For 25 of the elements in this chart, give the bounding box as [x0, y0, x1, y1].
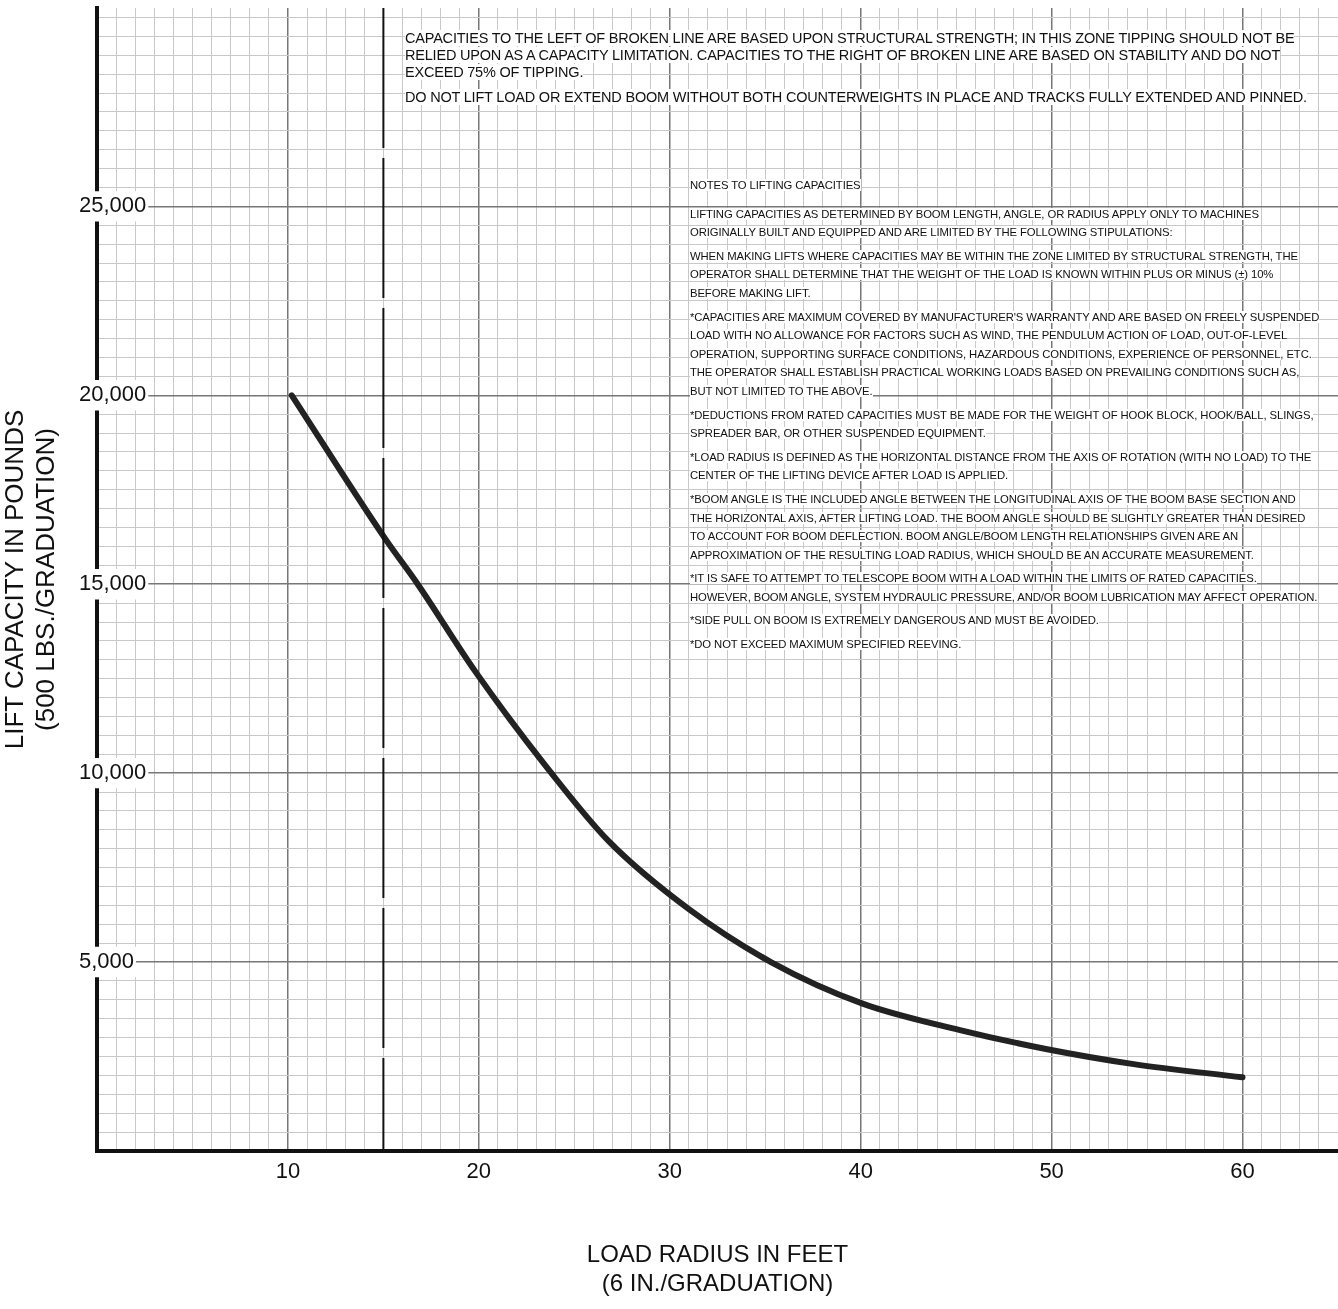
x-tick-label: 30 [657, 1158, 683, 1184]
annotation: *SIDE PULL ON BOOM IS EXTREMELY DANGEROUS AND MUST BE AVOIDED. [690, 614, 1099, 627]
annotation: *LOAD RADIUS IS DEFINED AS THE HORIZONTAL DISTANCE FROM THE AXIS OF ROTATION (WITH NO LOAD) TO THE CENTER OF THE LIFTING DEVICE AFTER LOAD IS APPLIED. [690, 450, 1312, 482]
y-tick-label: 5,000 [79, 948, 135, 974]
x-tick-label: 20 [466, 1158, 492, 1184]
annotation: CAPACITIES TO THE LEFT OF BROKEN LINE ARE BASED UPON STRUCTURAL STRENGTH; IN THIS ZONE TIPPING SHOULD NOT BE RELIED UPON AS A CAPACITY LIMITATION. CAPACITIES TO THE RIGHT OF BROKEN LINE ARE BASED ON STABILITY AND DO NOT EXCEED 75% OF TIPPING. [405, 30, 1295, 80]
annotation: DO NOT LIFT LOAD OR EXTEND BOOM WITHOUT BOTH COUNTERWEIGHTS IN PLACE AND TRACKS FULLY EXTENDED AND PINNED. [405, 89, 1307, 105]
annotation: *BOOM ANGLE IS THE INCLUDED ANGLE BETWEEN THE LONGITUDINAL AXIS OF THE BOOM BASE SECTION AND THE HORIZONTAL AXIS, AFTER LIFTING LOAD. THE BOOM ANGLE SHOULD BE SLIGHTLY GREATER THAN DESIRED TO ACCOUNT FOR BOOM DEFLECTION. BOOM ANGLE/BOOM LENGTH RELATIONSHIPS GIVEN ARE AN APPROXIMATION OF THE RESULTING LOAD RADIUS, WHICH SHOULD BE AN ACCURATE MEASUREMENT. [690, 492, 1306, 561]
x-axis-title: LOAD RADIUS IN FEET (6 IN./GRADUATION) [586, 1240, 849, 1297]
annotation: WHEN MAKING LIFTS WHERE CAPACITIES MAY BE WITHIN THE ZONE LIMITED BY STRUCTURAL STRENGTH, THE OPERATOR SHALL DETERMINE THAT THE WEIGHT OF THE LOAD IS KNOWN WITHIN PLUS OR MINUS (±) 10% BEFORE MAKING LIFT. [690, 249, 1298, 299]
annotation: *CAPACITIES ARE MAXIMUM COVERED BY MANUFACTURER'S WARRANTY AND ARE BASED ON FREELY SUSPENDED LOAD WITH NO ALLOWANCE FOR FACTORS SUCH AS WIND, THE PENDULUM ACTION OF LOAD, OUT-OF-LEVEL OPERATION, SUPPORTING SURFACE CONDITIONS, HAZARDOUS CONDITIONS, EXPERIENCE OF PERSONNEL, ETC. THE OPERATOR SHALL ESTABLISH PRACTICAL WORKING LOADS BASED ON PREVAILING CONDITIONS SUCH AS, BUT NOT LIMITED TO THE ABOVE. [690, 310, 1320, 397]
y-tick-label: 25,000 [79, 192, 147, 218]
x-tick-label: 60 [1230, 1158, 1255, 1184]
annotation: *DEDUCTIONS FROM RATED CAPACITIES MUST BE MADE FOR THE WEIGHT OF HOOK BLOCK, HOOK/BALL, SLINGS, SPREADER BAR, OR OTHER SUSPENDED EQUIPMENT. [690, 408, 1314, 440]
annotation: *DO NOT EXCEED MAXIMUM SPECIFIED REEVING. [690, 638, 962, 651]
y-tick-label: 10,000 [79, 759, 147, 785]
y-axis-title: LIFT CAPACITY IN POUNDS (500 LBS./GRADUATION) [0, 409, 60, 750]
annotation: LIFTING CAPACITIES AS DETERMINED BY BOOM LENGTH, ANGLE, OR RADIUS APPLY ONLY TO MACHINES ORIGINALLY BUILT AND EQUIPPED AND ARE LIMITED BY THE FOLLOWING STIPULATIONS: [690, 207, 1259, 239]
y-tick-label: 15,000 [79, 570, 147, 596]
annotation: *IT IS SAFE TO ATTEMPT TO TELESCOPE BOOM WITH A LOAD WITHIN THE LIMITS OF RATED CAPACITIES. HOWEVER, BOOM ANGLE, SYSTEM HYDRAULIC PRESSURE, AND/OR BOOM LUBRICATION MAY AFFECT OPERATION. [690, 572, 1318, 603]
x-tick-label: 40 [848, 1158, 873, 1184]
x-tick-label: 10 [275, 1158, 301, 1184]
y-tick-label: 20,000 [79, 381, 147, 407]
x-tick-label: 50 [1039, 1158, 1064, 1184]
annotation: NOTES TO LIFTING CAPACITIES [690, 179, 861, 191]
